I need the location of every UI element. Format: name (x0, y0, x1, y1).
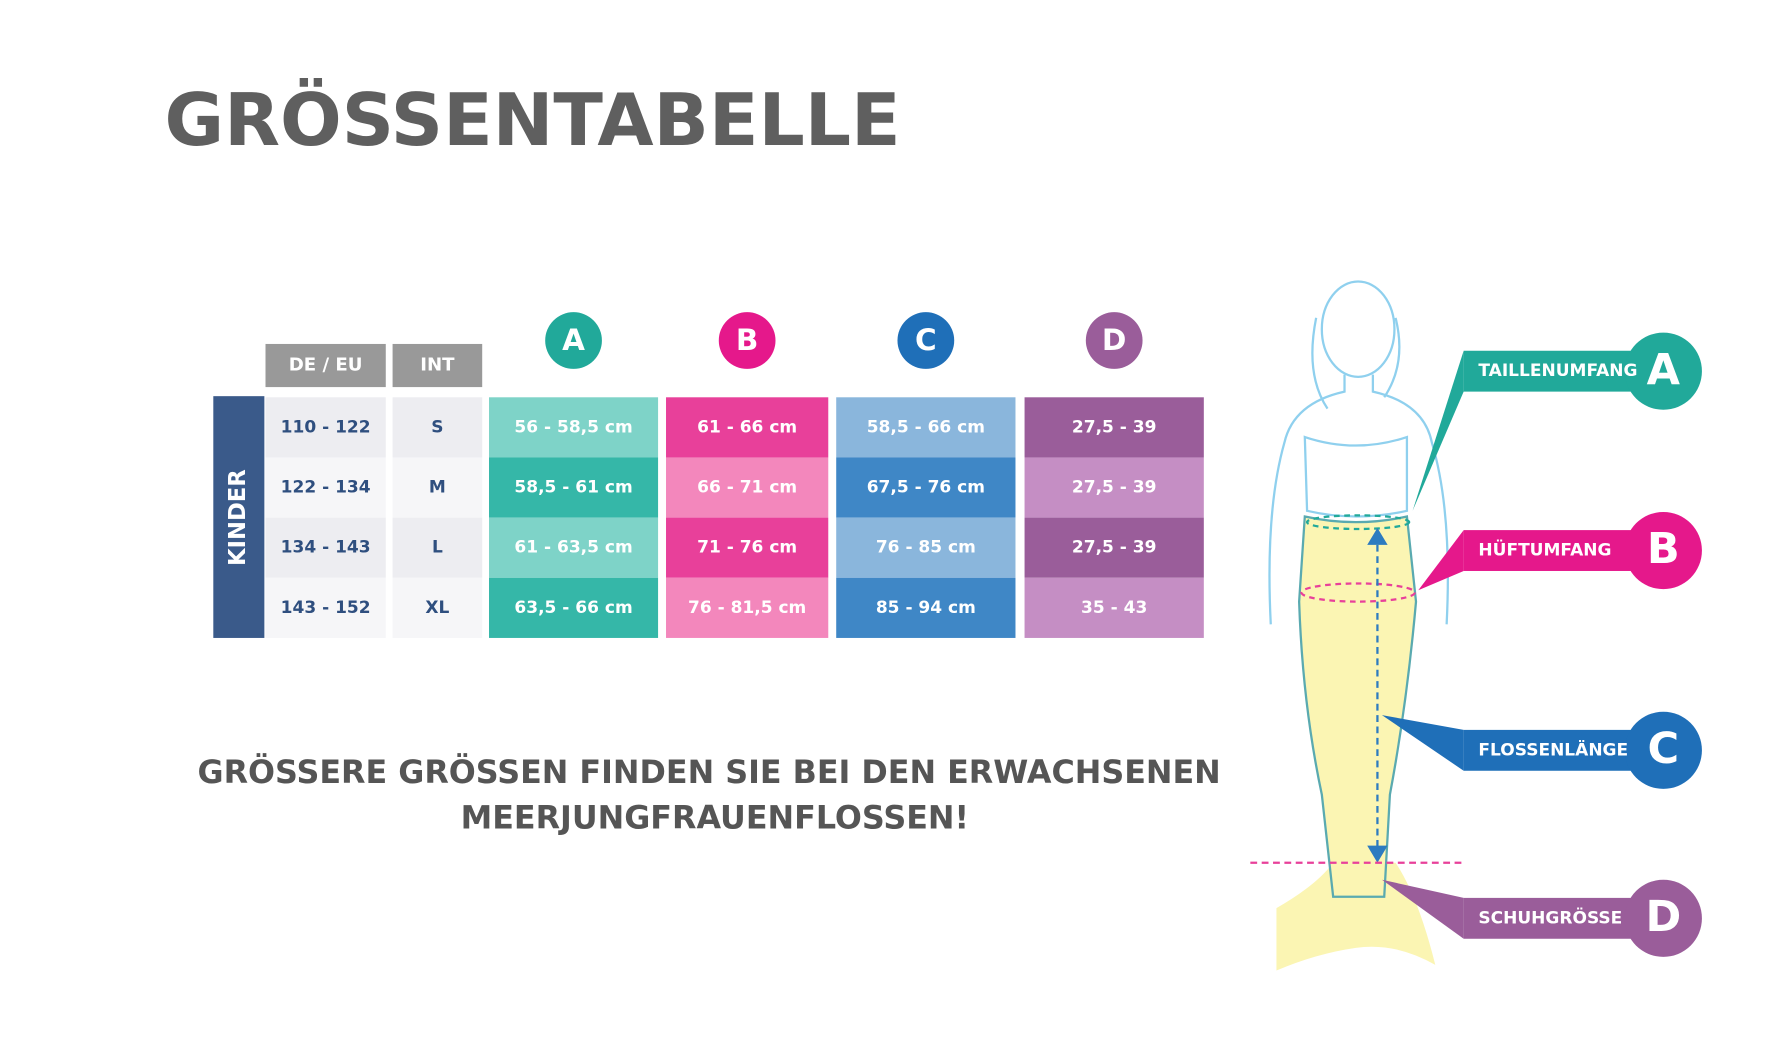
table-cell (489, 457, 659, 518)
header-cell (392, 343, 483, 388)
callout-letter: C (1648, 724, 1680, 774)
cell-text: 27,5 - 39 (1072, 538, 1157, 558)
table-cell (265, 457, 386, 518)
table-cell (489, 577, 659, 638)
column-letter: C (915, 323, 937, 357)
cell-text: 27,5 - 39 (1072, 478, 1157, 498)
callout-label: HÜFTUMFANG (1478, 539, 1611, 561)
cell-text: 27,5 - 39 (1072, 417, 1157, 437)
table-cell (1024, 457, 1204, 518)
table-cell (265, 517, 386, 578)
group-bar (213, 396, 265, 638)
table-cell (489, 397, 659, 458)
header-cell (265, 343, 386, 388)
column-letter: B (736, 323, 758, 357)
cell-text: 67,5 - 76 cm (867, 478, 985, 498)
column-badge (718, 312, 776, 369)
callout-badge (1624, 711, 1702, 789)
column-badge (545, 312, 602, 369)
header-label: INT (420, 355, 455, 376)
cell-text: 56 - 58,5 cm (514, 417, 632, 437)
table-cell (836, 577, 1016, 638)
measure-lines (1250, 514, 1464, 864)
table-cell (666, 397, 829, 458)
cell-text: 58,5 - 61 cm (514, 478, 632, 498)
table-cell (666, 457, 829, 518)
table-cell (666, 517, 829, 578)
column-badge (1085, 312, 1143, 369)
table-cell (836, 457, 1016, 518)
group-label: KINDER (225, 469, 251, 566)
cell-text: L (432, 538, 443, 558)
callout-badge (1624, 332, 1702, 410)
table-cell (666, 577, 829, 638)
header-label: DE / EU (289, 355, 363, 376)
cell-text: 76 - 81,5 cm (688, 598, 806, 618)
callout-badge (1624, 511, 1702, 590)
cell-text: 134 - 143 (281, 538, 371, 558)
callout-label: FLOSSENLÄNGE (1478, 738, 1628, 760)
table-cell (265, 577, 386, 638)
title: GRÖSSENTABELLE (165, 77, 901, 163)
cell-text: 71 - 76 cm (697, 538, 797, 558)
cell-text: S (431, 417, 443, 437)
cell-text: 35 - 43 (1081, 598, 1147, 618)
figure (1268, 280, 1450, 971)
table-cell (265, 397, 386, 458)
cell-text: M (429, 478, 446, 498)
cell-text: 63,5 - 66 cm (514, 598, 632, 618)
callout-pointer (1412, 350, 1464, 511)
callout-letter: A (1647, 345, 1681, 395)
cell-text: 58,5 - 66 cm (867, 417, 985, 437)
table-cell (392, 577, 483, 638)
cell-text: 122 - 134 (281, 478, 371, 498)
note-line: GRÖSSERE GRÖSSEN FINDEN SIE BEI DEN ERWA… (198, 753, 1221, 791)
table-cell (392, 457, 483, 518)
table-cell (392, 397, 483, 458)
table-cell (836, 397, 1016, 458)
cell-text: 66 - 71 cm (697, 478, 797, 498)
callout-label: TAILLENUMFANG (1478, 361, 1637, 381)
callout-letter: D (1645, 892, 1681, 942)
cell-text: 61 - 66 cm (697, 417, 797, 437)
column-letter: D (1102, 323, 1126, 357)
table-cell (1024, 517, 1204, 578)
table-cell (836, 517, 1016, 578)
table-cell (1024, 577, 1204, 638)
callout-badge (1624, 879, 1702, 957)
table-cell (489, 517, 659, 578)
callout-label: SCHUHGRÖSSE (1478, 906, 1622, 928)
cell-text: 76 - 85 cm (876, 538, 976, 558)
column-letter: A (562, 323, 585, 357)
cell-text: XL (425, 598, 449, 618)
callout-pointer (1418, 530, 1464, 591)
cell-text: 110 - 122 (281, 417, 371, 437)
cell-text: 143 - 152 (281, 598, 371, 618)
note-line: MEERJUNGFRAUENFLOSSEN! (461, 801, 969, 837)
table-cell (1024, 397, 1204, 458)
table-cell (392, 517, 483, 578)
column-badge (897, 312, 955, 369)
cell-text: 61 - 63,5 cm (514, 538, 632, 558)
callout-letter: B (1647, 524, 1680, 574)
cell-text: 85 - 94 cm (876, 598, 976, 618)
